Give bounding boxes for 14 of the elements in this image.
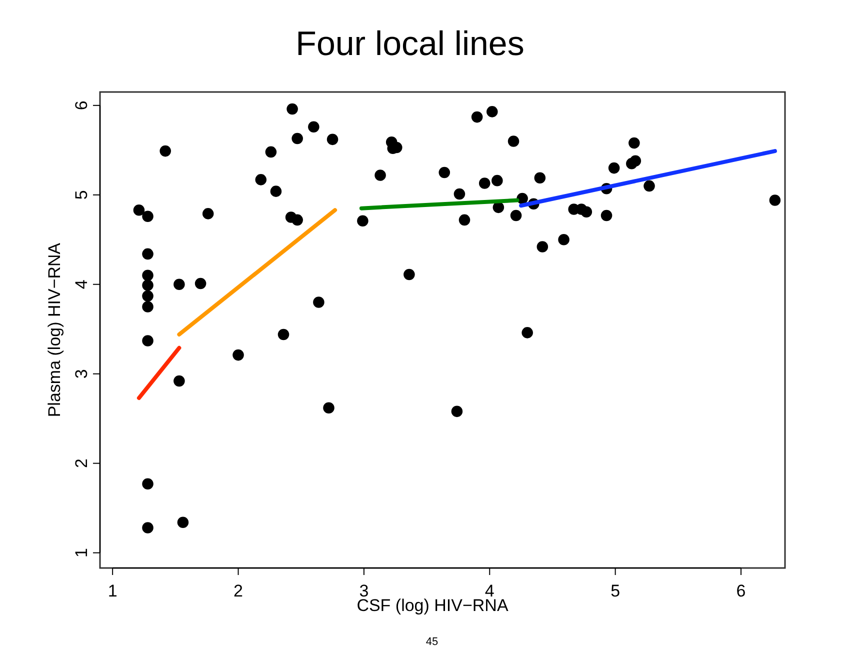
y-tick-label: 1 xyxy=(72,548,91,558)
x-tick-label: 6 xyxy=(736,582,746,601)
y-axis-title: Plasma (log) HIV−RNA xyxy=(45,242,64,418)
y-tick-label: 3 xyxy=(72,369,91,379)
y-tick-label: 5 xyxy=(72,190,91,200)
y-tick-label: 4 xyxy=(72,280,91,290)
y-tick-label: 2 xyxy=(72,458,91,468)
x-tick-label: 1 xyxy=(108,582,118,601)
y-tick-label: 6 xyxy=(72,100,91,110)
x-tick-label: 5 xyxy=(610,582,620,601)
chart-title: Four local lines xyxy=(296,25,524,63)
x-tick-label: 2 xyxy=(234,582,243,601)
text: 45 xyxy=(426,636,438,648)
x-axis-title: CSF (log) HIV−RNA xyxy=(356,596,509,615)
